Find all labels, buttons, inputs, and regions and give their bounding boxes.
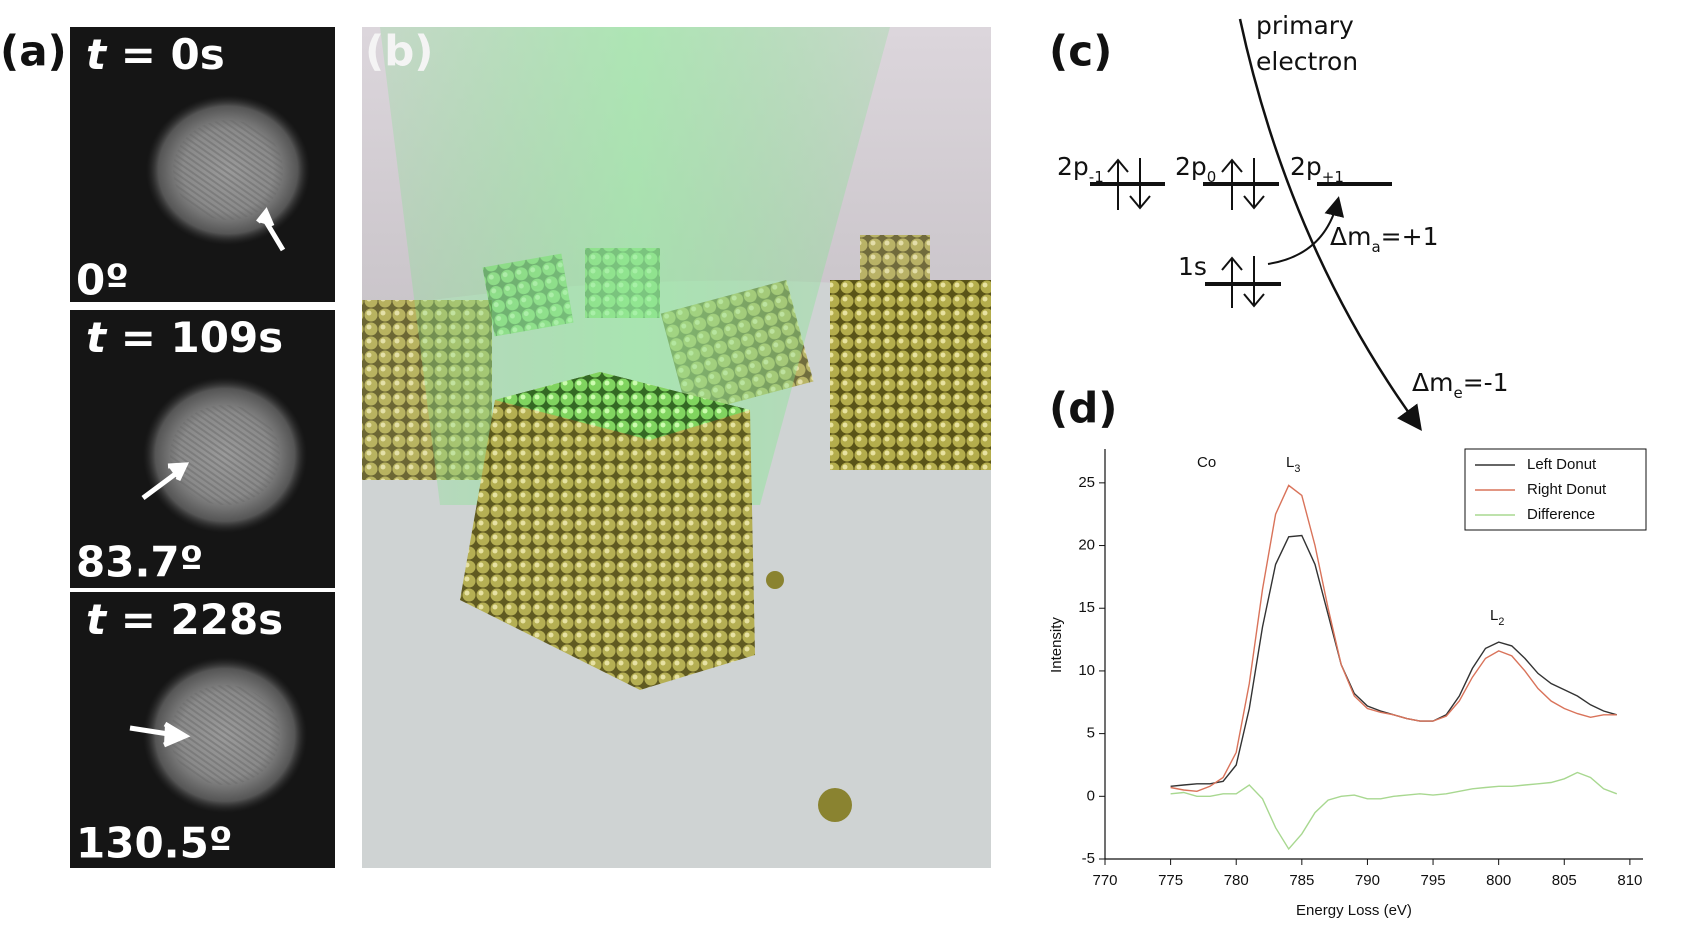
frame-angle: 0º (76, 256, 129, 305)
frame-angle: 130.5º (76, 819, 233, 868)
transition-label-part: a (1371, 238, 1380, 256)
legend-label: Left Donut (1527, 456, 1597, 473)
frame-time-part: t (86, 30, 108, 79)
series-line (1170, 771, 1618, 851)
spins (1107, 158, 1265, 308)
x-tick-label: 785 (1289, 872, 1314, 889)
cube (860, 235, 930, 295)
beam (380, 27, 890, 505)
electron-path (1238, 18, 1422, 432)
frame-time-part: t (86, 313, 108, 362)
level-label: 2p-1 (1057, 152, 1104, 186)
arrow (129, 721, 191, 748)
transition-label-part: =-1 (1463, 368, 1509, 397)
annotation: Co (1197, 454, 1216, 471)
legend-label: Right Donut (1527, 481, 1607, 498)
x-tick-label: 775 (1158, 872, 1183, 889)
annotation: L2 (1490, 607, 1504, 628)
series-line (1170, 484, 1617, 793)
x-tick-label: 800 (1486, 872, 1511, 889)
lattice (173, 120, 283, 220)
x-tick-label: 790 (1355, 872, 1380, 889)
level-label-part: -1 (1089, 168, 1104, 186)
transition-label: Δma=+1 (1330, 222, 1438, 256)
frame-angle: 83.7º (76, 538, 203, 587)
annotation-part: L (1490, 607, 1498, 624)
transition-label: Δme=-1 (1412, 368, 1509, 402)
panel-label: (a) (0, 27, 67, 76)
annotation-part: 3 (1294, 463, 1300, 475)
annotation-part: Co (1197, 454, 1216, 471)
primary-label: electron (1256, 47, 1358, 76)
transition-label-part: Δm (1330, 222, 1371, 251)
annotation-part: L (1286, 454, 1294, 471)
particle (766, 571, 784, 589)
y-tick-label: 5 (1087, 725, 1095, 742)
arrow (141, 462, 190, 501)
level-label: 1s (1178, 252, 1207, 281)
y-tick-label: 20 (1078, 537, 1095, 554)
y-tick-label: 15 (1078, 599, 1095, 616)
annotation: L3 (1286, 454, 1300, 475)
x-tick-label: 810 (1617, 872, 1642, 889)
level-label: 2p+1 (1290, 152, 1344, 186)
frame-time-part: = 228s (106, 595, 283, 644)
transition-label-part: Δm (1412, 368, 1453, 397)
frame-time-part: = 0s (106, 30, 225, 79)
transition-arrow (1267, 196, 1345, 265)
level-label-part: 2p (1057, 152, 1089, 181)
x-tick-label: 770 (1092, 872, 1117, 889)
panel-b (362, 27, 991, 868)
y-tick-label: -5 (1082, 850, 1095, 867)
panel-label: (c) (1049, 27, 1112, 76)
legend-label: Difference (1527, 506, 1595, 523)
frame-time: t = 0s (86, 30, 225, 79)
nanocube-top (495, 372, 750, 440)
level-label-part: +1 (1322, 168, 1344, 186)
level-label-part: 1s (1178, 252, 1207, 281)
lattice (170, 405, 280, 505)
annotation-part: 2 (1498, 616, 1504, 628)
transition-label-part: =+1 (1381, 222, 1439, 251)
x-axis-label: Energy Loss (eV) (1296, 902, 1412, 919)
frame-time-part: t (86, 595, 108, 644)
frame-time: t = 228s (86, 595, 283, 644)
panel-a (70, 27, 335, 868)
x-tick-label: 805 (1552, 872, 1577, 889)
particle (818, 788, 852, 822)
panel-label: (d) (1049, 384, 1117, 433)
transition-label-part: e (1453, 384, 1462, 402)
cube (830, 280, 991, 470)
level-label-part: 0 (1207, 168, 1217, 186)
lattice (170, 685, 280, 785)
frame-time-part: = 109s (106, 313, 283, 362)
x-tick-label: 780 (1224, 872, 1249, 889)
level-label-part: 2p (1175, 152, 1207, 181)
nanocube (460, 372, 755, 690)
arrow (256, 207, 286, 252)
x-tick-label: 795 (1421, 872, 1446, 889)
y-tick-label: 10 (1078, 662, 1095, 679)
y-tick-label: 0 (1087, 787, 1095, 804)
y-tick-label: 25 (1078, 474, 1095, 491)
panel-c (1090, 18, 1422, 432)
panel-label: (b) (365, 27, 433, 76)
level-label-part: 2p (1290, 152, 1322, 181)
level-label: 2p0 (1175, 152, 1216, 186)
primary-label: primary (1256, 11, 1354, 40)
y-axis-label: Intensity (1048, 617, 1065, 673)
frame-time: t = 109s (86, 313, 283, 362)
